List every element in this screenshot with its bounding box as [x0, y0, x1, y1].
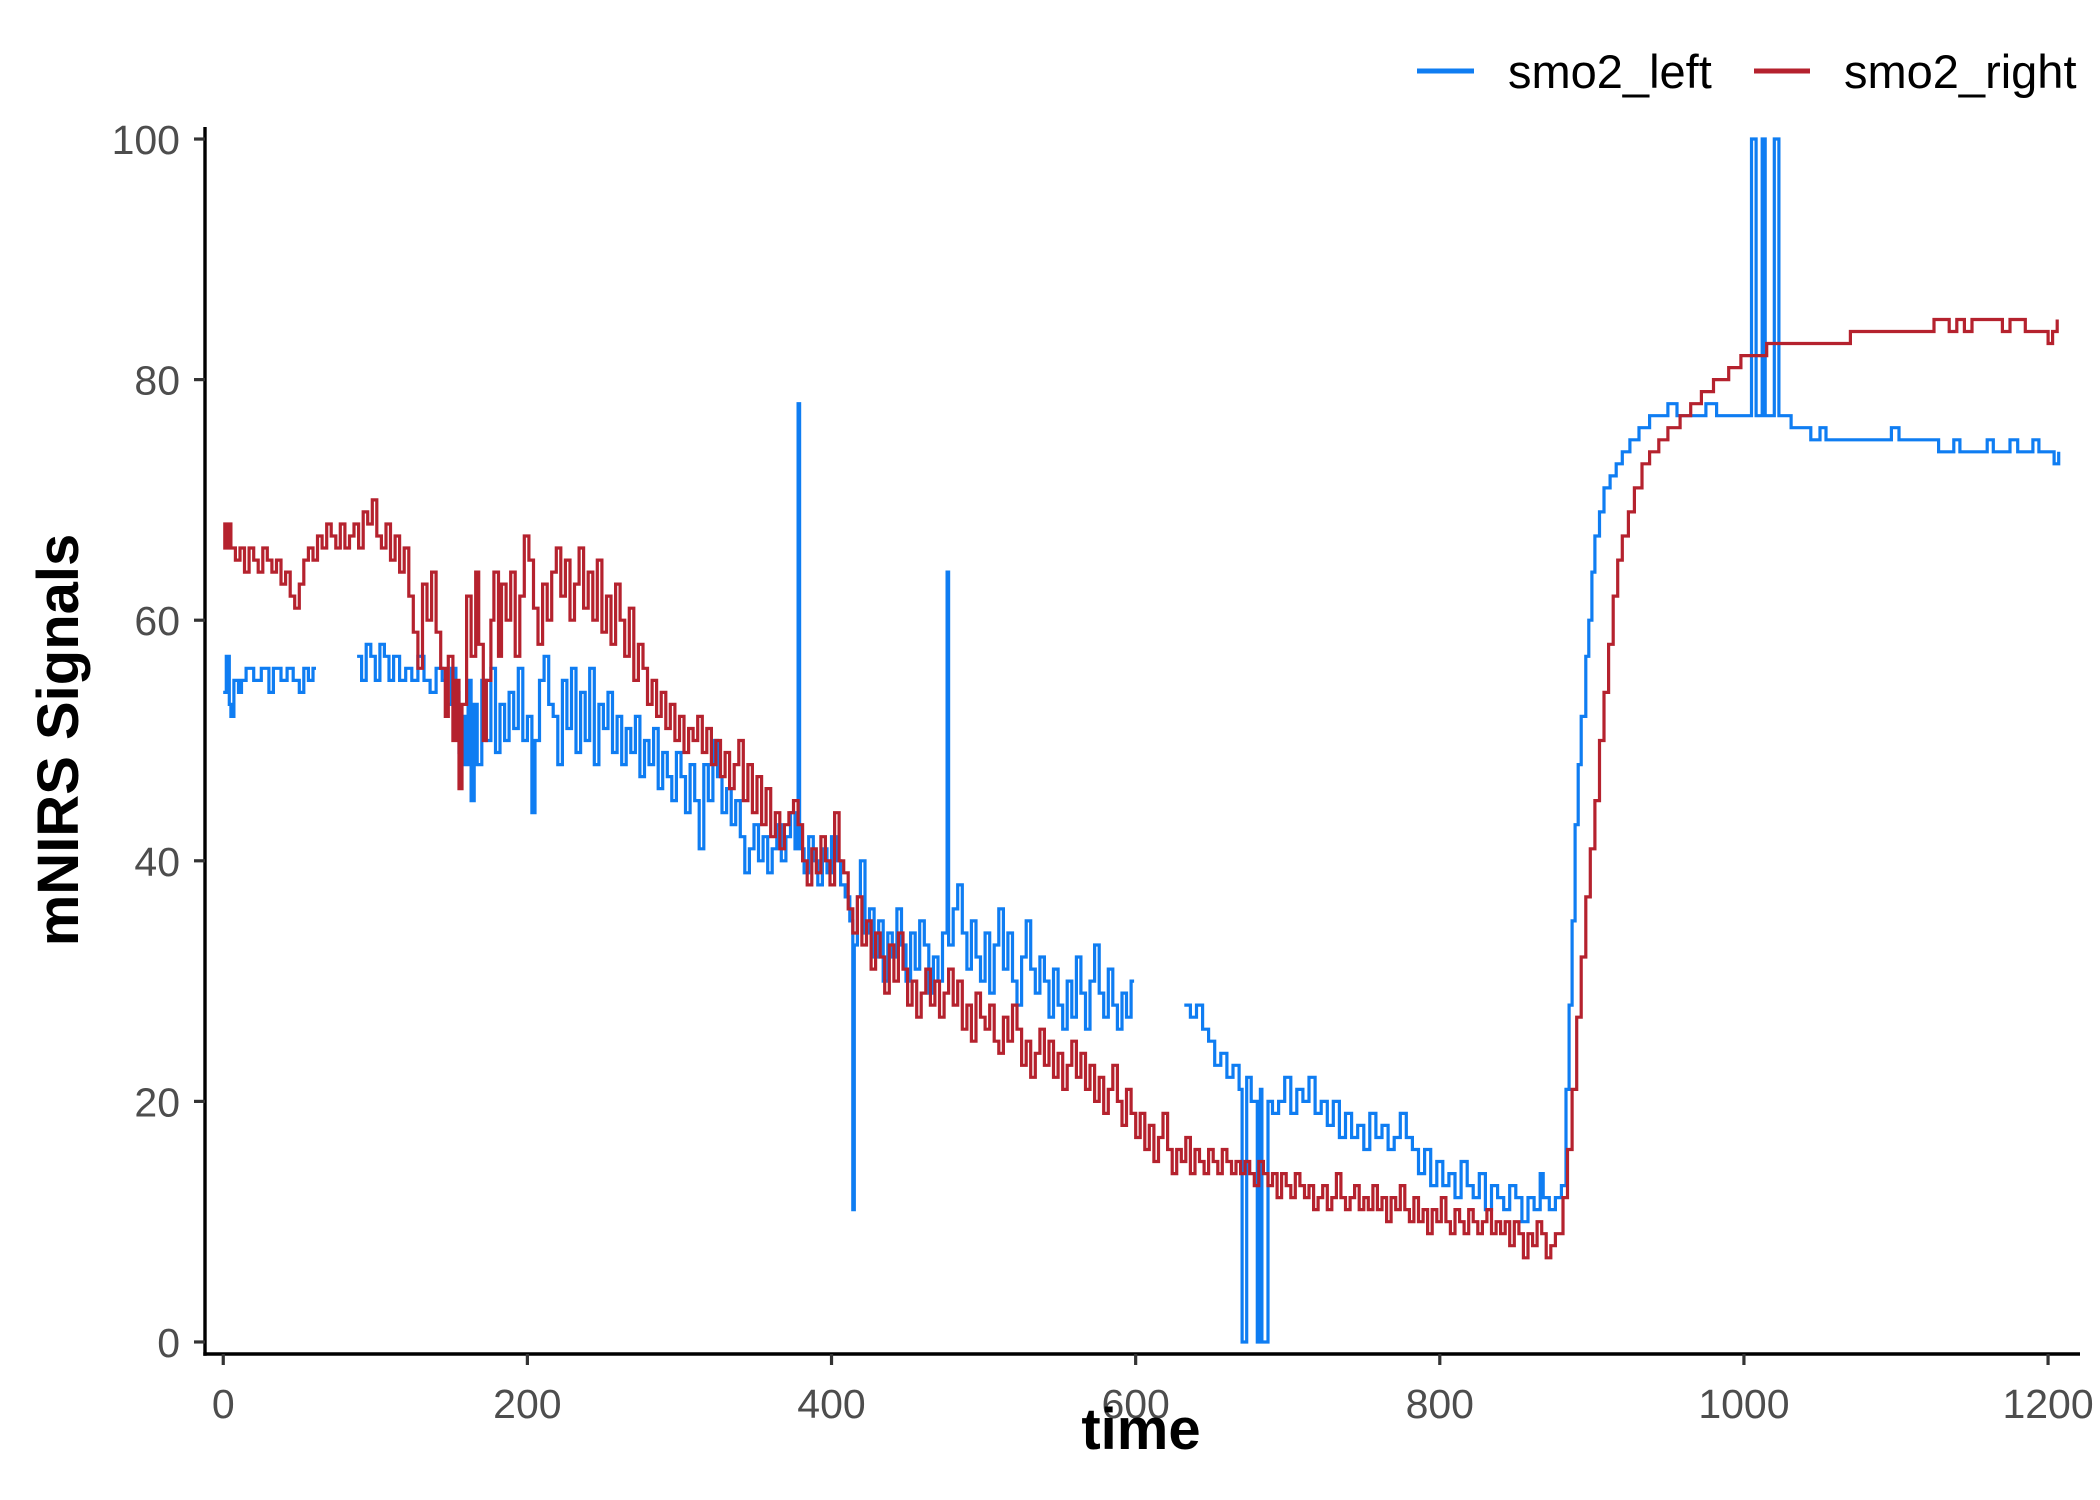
- y-axis-title: mNIRS Signals: [26, 534, 91, 947]
- x-tick-label: 600: [1101, 1381, 1169, 1427]
- x-axis-title: time: [1081, 1397, 1200, 1462]
- x-tick-label: 400: [797, 1381, 865, 1427]
- y-tick-label: 100: [112, 117, 180, 163]
- x-axis-ticks: 0 200 400 600 800 1000 1200: [212, 1354, 2094, 1427]
- series-line-smo2-left: [223, 137, 2061, 1344]
- x-tick-label: 800: [1406, 1381, 1474, 1427]
- y-tick-label: 20: [134, 1079, 180, 1125]
- x-tick-label: 200: [493, 1381, 561, 1427]
- y-tick-label: 80: [134, 358, 180, 404]
- series-layer: [223, 137, 2061, 1344]
- y-tick-label: 40: [134, 839, 180, 885]
- legend: smo2_left smo2_right: [1417, 45, 2077, 98]
- x-tick-label: 1000: [1698, 1381, 1789, 1427]
- y-axis-ticks: 0 20 40 60 80 100: [112, 117, 205, 1366]
- x-tick-label: 1200: [2002, 1381, 2093, 1427]
- x-tick-label: 0: [212, 1381, 235, 1427]
- series-line-smo2-right: [223, 317, 2059, 1260]
- legend-label-smo2-right: smo2_right: [1844, 45, 2077, 98]
- legend-label-smo2-left: smo2_left: [1508, 45, 1712, 98]
- y-tick-label: 0: [157, 1320, 180, 1366]
- y-tick-label: 60: [134, 598, 180, 644]
